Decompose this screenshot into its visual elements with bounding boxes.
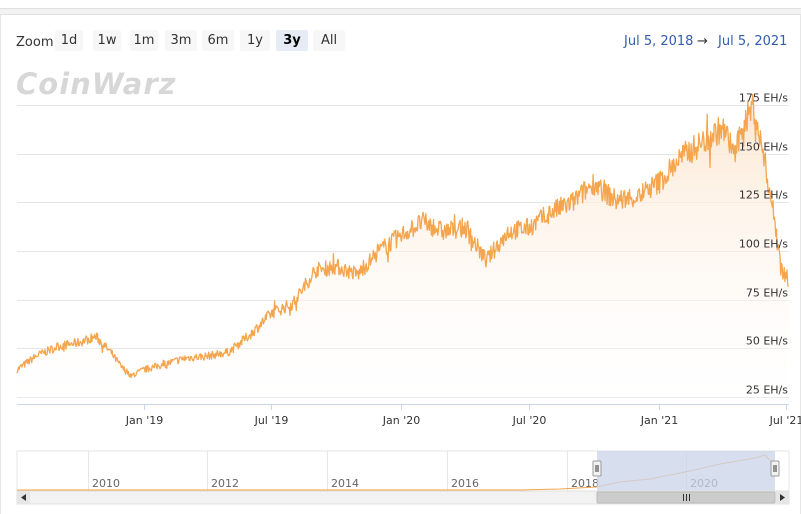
zoom-button-1y[interactable]: 1y [240, 30, 270, 51]
x-tick-label: Jul '20 [512, 414, 547, 427]
navigator-selection [597, 451, 775, 491]
y-tick-label: 175 EH/s [739, 92, 788, 105]
navigator-handle [592, 460, 602, 477]
y-axis: 25 EH/s 50 EH/s 75 EH/s 100 EH/s 125 EH/s 150… [739, 92, 788, 397]
x-tick-label: Jul '21 [769, 414, 801, 427]
x-axis: Jan '19 Jul '19 Jan '20 Jul '20 Jan '21 Jul '… [125, 404, 801, 427]
x-tick-label: Jan '19 [125, 414, 163, 427]
series-line [16, 93, 790, 379]
zoom-button-1w[interactable]: 1w [93, 30, 121, 51]
coinwarz-logo: CoinWarz [16, 67, 177, 101]
y-tick-label: 25 EH/s [746, 384, 788, 397]
navigator-label: 2010 [92, 477, 120, 490]
scroll-left-arrow-icon [21, 494, 26, 501]
navigator: 201020122014201620182020 [16, 450, 790, 492]
scroll-right-arrow-icon [780, 494, 785, 501]
range-arrow: → [697, 34, 708, 49]
y-tick-label: 50 EH/s [746, 335, 788, 348]
y-tick-label: 100 EH/s [739, 238, 788, 251]
navigator-handle [770, 460, 780, 477]
zoom-button-3y[interactable]: 3y [276, 30, 308, 51]
zoom-button-all[interactable]: All [313, 30, 345, 51]
zoom-label: Zoom [16, 35, 54, 50]
zoom-button-1d[interactable]: 1d [55, 30, 83, 51]
y-tick-label: 75 EH/s [746, 287, 788, 300]
zoom-button-3m[interactable]: 3m [165, 30, 197, 51]
range-from[interactable]: Jul 5, 2018 [624, 34, 694, 49]
zoom-button-6m[interactable]: 6m [202, 30, 234, 51]
x-tick-label: Jan '20 [382, 414, 420, 427]
navigator-label: 2014 [331, 477, 359, 490]
series-area [17, 94, 789, 404]
top-strip [0, 0, 801, 9]
y-tick-label: 150 EH/s [739, 141, 788, 154]
zoom-button-1m[interactable]: 1m [130, 30, 158, 51]
range-to[interactable]: Jul 5, 2021 [718, 34, 788, 49]
scrollbar [16, 490, 790, 505]
navigator-label: 2016 [451, 477, 479, 490]
x-tick-label: Jan '21 [640, 414, 678, 427]
navigator-label: 2012 [211, 477, 239, 490]
y-tick-label: 125 EH/s [739, 189, 788, 202]
x-tick-label: Jul '19 [254, 414, 289, 427]
